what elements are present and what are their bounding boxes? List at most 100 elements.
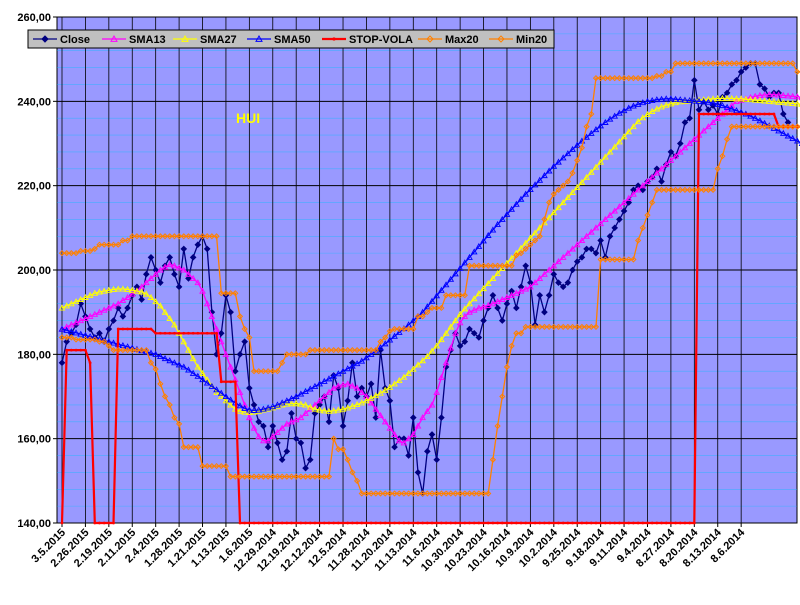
data-point <box>716 113 719 116</box>
data-point <box>220 380 223 383</box>
data-point <box>431 522 434 525</box>
data-point <box>126 328 129 331</box>
data-point <box>613 522 616 525</box>
data-point <box>590 522 593 525</box>
data-point <box>253 522 256 525</box>
data-point <box>323 522 326 525</box>
data-point <box>370 522 373 525</box>
data-point <box>393 522 396 525</box>
legend-label: Min20 <box>516 34 547 46</box>
data-point <box>257 522 260 525</box>
y-tick-label: 160,00 <box>17 434 51 446</box>
data-point <box>271 522 274 525</box>
data-point <box>581 522 584 525</box>
data-point <box>698 113 701 116</box>
data-point <box>295 522 298 525</box>
data-point <box>768 113 771 116</box>
data-point <box>159 332 162 335</box>
data-point <box>674 522 677 525</box>
data-point <box>243 522 246 525</box>
data-point <box>632 522 635 525</box>
data-point <box>749 113 752 116</box>
data-point <box>225 380 228 383</box>
data-point <box>758 113 761 116</box>
data-point <box>595 522 598 525</box>
data-point <box>618 522 621 525</box>
data-point <box>351 522 354 525</box>
data-point <box>248 522 251 525</box>
data-point <box>721 113 724 116</box>
data-point <box>412 522 415 525</box>
data-point <box>234 380 237 383</box>
data-point <box>379 522 382 525</box>
data-point <box>210 332 213 335</box>
data-point <box>262 522 265 525</box>
data-point <box>173 332 176 335</box>
data-point <box>510 522 513 525</box>
data-point <box>576 522 579 525</box>
data-point <box>712 113 715 116</box>
data-point <box>374 522 377 525</box>
data-point <box>417 522 420 525</box>
data-point <box>693 522 696 525</box>
data-point <box>178 332 181 335</box>
data-point <box>599 522 602 525</box>
data-point <box>182 332 185 335</box>
data-point <box>299 522 302 525</box>
data-point <box>196 332 199 335</box>
data-point <box>187 332 190 335</box>
data-point <box>684 522 687 525</box>
data-point <box>496 522 499 525</box>
data-point <box>398 522 401 525</box>
data-point <box>548 522 551 525</box>
data-point <box>192 332 195 335</box>
data-point <box>609 522 612 525</box>
y-tick-label: 240,00 <box>17 96 51 108</box>
y-tick-label: 180,00 <box>17 349 51 361</box>
data-point <box>670 522 673 525</box>
data-point <box>660 522 663 525</box>
data-point <box>281 522 284 525</box>
data-point <box>328 522 331 525</box>
data-point <box>107 522 110 525</box>
data-point <box>562 522 565 525</box>
data-point <box>98 522 101 525</box>
data-point <box>534 522 537 525</box>
data-point <box>121 328 124 331</box>
data-point <box>145 328 148 331</box>
data-point <box>744 113 747 116</box>
data-point <box>290 522 293 525</box>
legend-label: Max20 <box>445 34 479 46</box>
data-point <box>524 522 527 525</box>
y-tick-label: 220,00 <box>17 181 51 193</box>
data-point <box>773 113 776 116</box>
data-point <box>707 113 710 116</box>
legend-label: SMA13 <box>129 34 166 46</box>
data-point <box>487 522 490 525</box>
data-point <box>346 522 349 525</box>
data-point <box>473 522 476 525</box>
legend-label: SMA27 <box>200 34 237 46</box>
data-point <box>79 349 82 352</box>
chart-title: HUI <box>236 110 260 126</box>
data-point <box>103 522 106 525</box>
data-point <box>407 522 410 525</box>
data-point <box>641 522 644 525</box>
y-tick-label: 200,00 <box>17 265 51 277</box>
data-point <box>445 522 448 525</box>
data-point <box>117 328 120 331</box>
data-point <box>449 522 452 525</box>
data-point <box>314 522 317 525</box>
data-point <box>150 328 153 331</box>
data-point <box>730 113 733 116</box>
data-point <box>627 522 630 525</box>
data-point <box>89 361 92 364</box>
data-point <box>75 349 78 352</box>
legend-label: Close <box>60 34 90 46</box>
data-point <box>61 522 64 525</box>
data-point <box>365 522 368 525</box>
data-point <box>239 522 242 525</box>
data-point <box>529 522 532 525</box>
data-point <box>93 522 96 525</box>
data-point <box>426 522 429 525</box>
